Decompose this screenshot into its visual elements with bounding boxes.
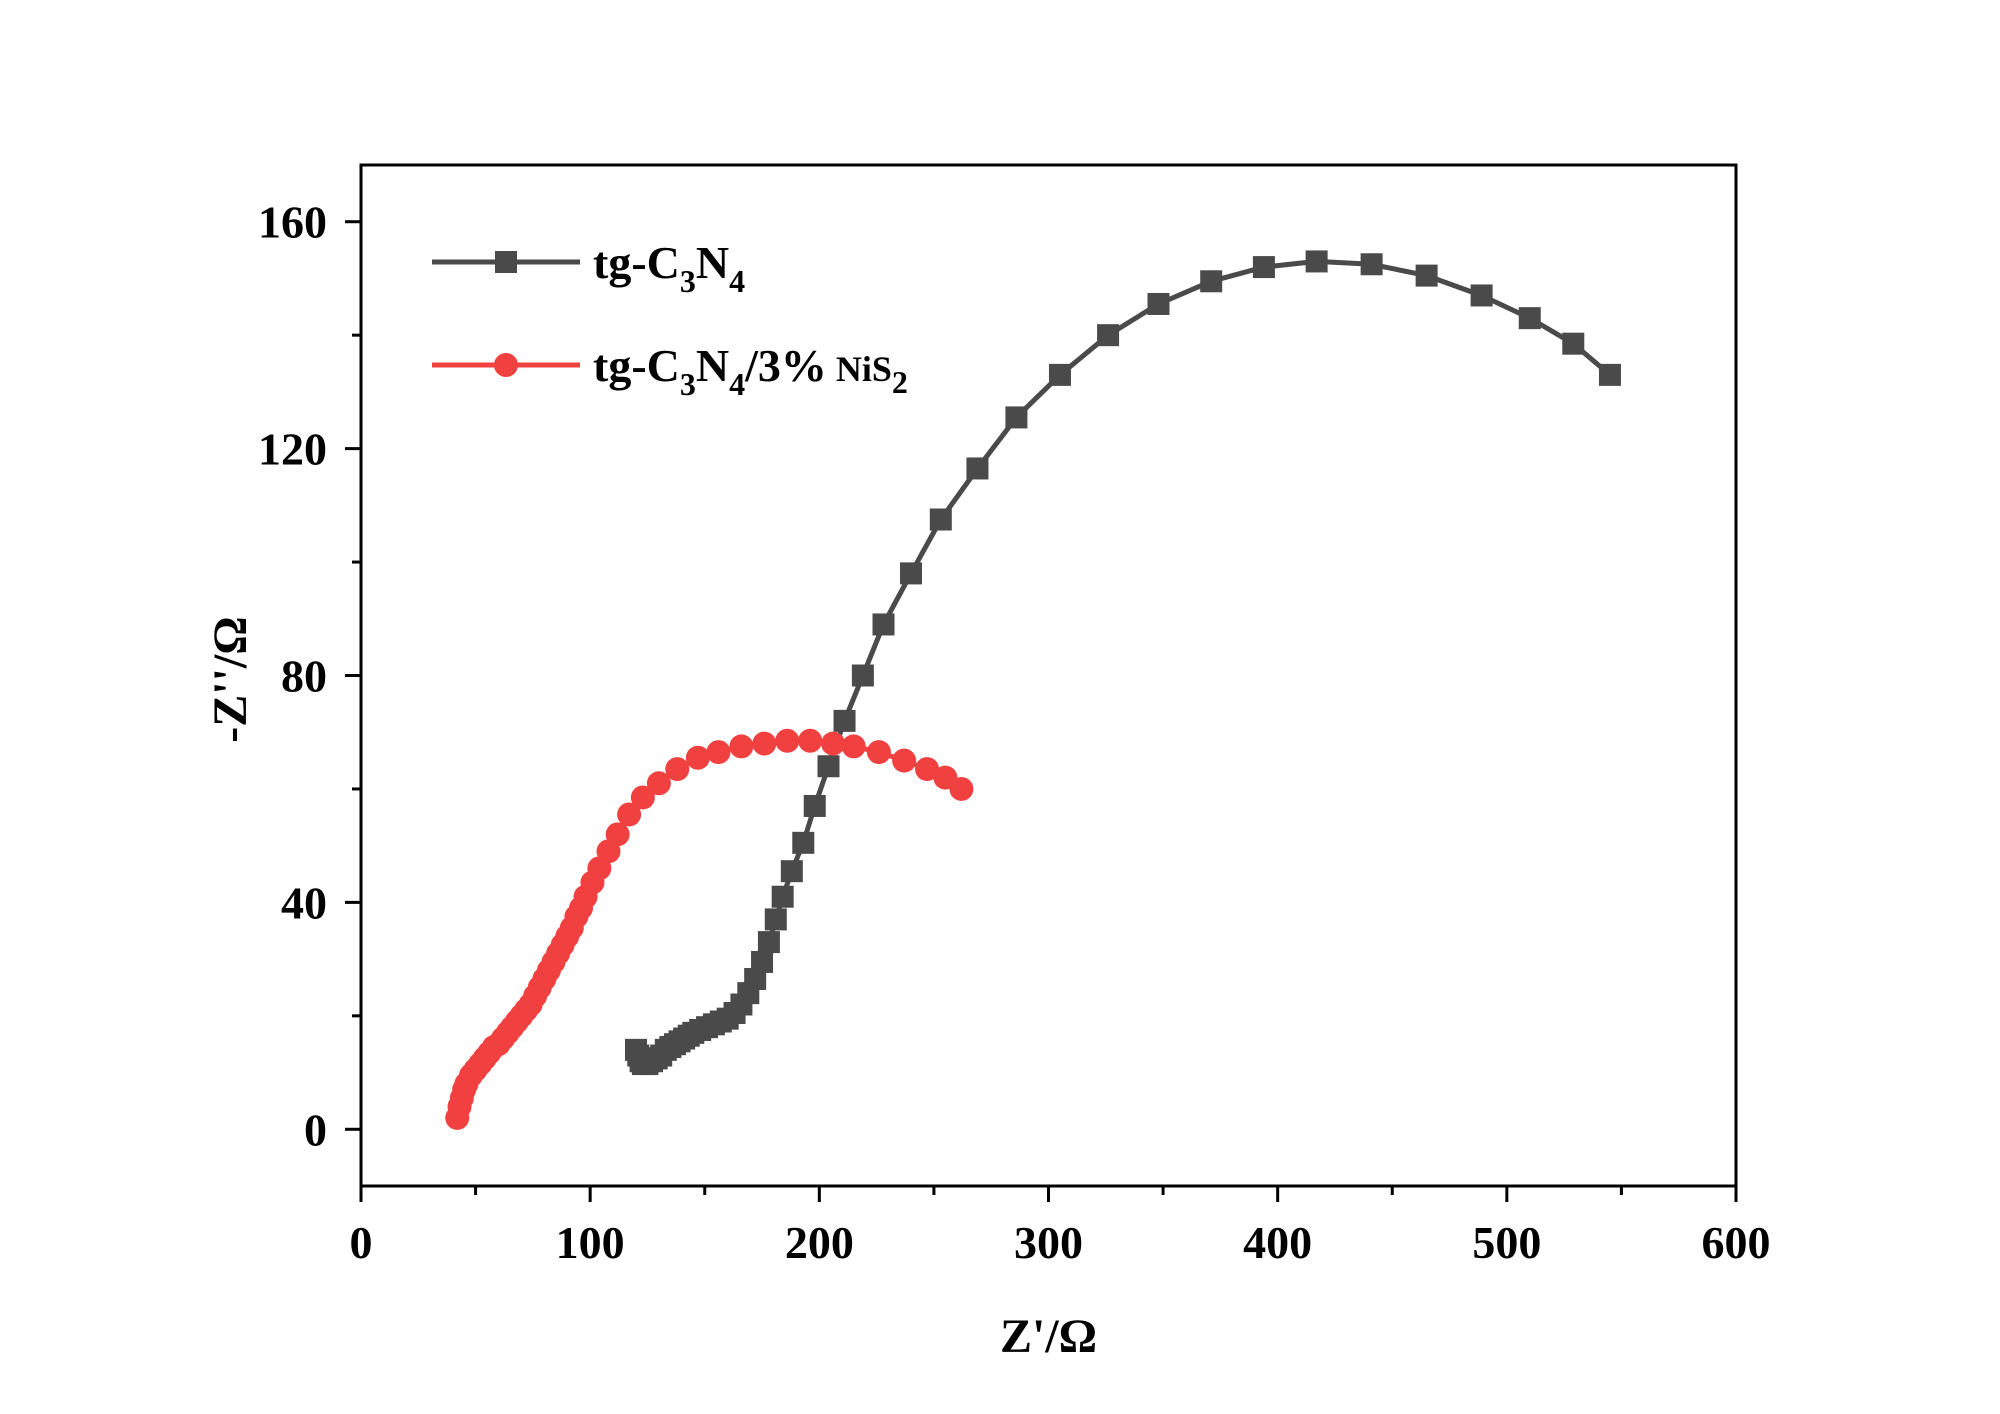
data-point bbox=[780, 860, 803, 883]
data-point bbox=[915, 757, 940, 782]
legend-label-tail-small: NiS bbox=[827, 349, 892, 389]
data-point bbox=[900, 562, 922, 585]
x-tick-label: 100 bbox=[556, 1217, 625, 1268]
data-point bbox=[1097, 324, 1120, 347]
data-point bbox=[1200, 270, 1223, 293]
data-point bbox=[757, 931, 780, 954]
legend-marker-square bbox=[495, 251, 517, 273]
series-line bbox=[454, 738, 963, 1119]
x-axis-label: Z'/Ω bbox=[1000, 1310, 1097, 1363]
y-tick-label: 120 bbox=[258, 424, 327, 475]
data-point bbox=[851, 664, 874, 687]
data-point bbox=[605, 822, 630, 847]
data-point bbox=[892, 748, 917, 773]
y-tick-label: 40 bbox=[281, 877, 327, 928]
x-tick-label: 0 bbox=[350, 1217, 373, 1268]
legend-marker-circle bbox=[494, 353, 518, 377]
y-axis-label: -Z''/Ω bbox=[204, 616, 257, 742]
data-point bbox=[646, 771, 671, 796]
data-point bbox=[949, 776, 974, 801]
series-layer bbox=[445, 250, 1621, 1130]
legend-label-sub: 3 bbox=[680, 366, 696, 402]
legend-label-sub: 3 bbox=[680, 263, 696, 299]
data-point bbox=[764, 908, 787, 931]
data-point bbox=[817, 755, 840, 778]
data-point bbox=[1360, 253, 1383, 276]
data-point bbox=[752, 731, 777, 756]
legend-label-sub: 2 bbox=[892, 364, 908, 400]
data-point bbox=[821, 731, 846, 756]
x-tick-label: 400 bbox=[1243, 1217, 1312, 1268]
plot-frame bbox=[359, 163, 1738, 1188]
data-point bbox=[1005, 406, 1028, 429]
x-axis-ticks: 0 100 200 300 400 500 600 bbox=[350, 1186, 1771, 1268]
legend-label-tg-c3n4-nis2: tg-C3N4/3% NiS2 bbox=[593, 340, 908, 402]
data-point bbox=[1305, 250, 1328, 273]
y-tick-label: 80 bbox=[281, 651, 327, 702]
legend-label-tail: /3% bbox=[744, 340, 827, 391]
data-point bbox=[833, 709, 856, 732]
data-point bbox=[1470, 284, 1493, 307]
data-point bbox=[751, 950, 774, 973]
data-point bbox=[966, 457, 989, 480]
data-point bbox=[929, 508, 952, 531]
data-point bbox=[617, 802, 642, 827]
x-tick-label: 300 bbox=[1014, 1217, 1083, 1268]
legend-label-mid: N bbox=[696, 237, 729, 288]
data-point bbox=[1562, 332, 1585, 355]
legend: tg-C3N4 tg-C3N4/3% NiS2 bbox=[432, 237, 908, 402]
legend-item-tg-c3n4-nis2: tg-C3N4/3% NiS2 bbox=[432, 340, 908, 402]
legend-label-sub: 4 bbox=[729, 263, 745, 299]
data-point bbox=[841, 734, 866, 759]
x-tick-label: 200 bbox=[785, 1217, 854, 1268]
legend-item-tg-c3n4: tg-C3N4 bbox=[432, 237, 745, 299]
data-point bbox=[771, 885, 794, 908]
series-tg-c3n4 bbox=[625, 250, 1621, 1076]
data-point bbox=[872, 613, 895, 636]
legend-label-base: tg-C bbox=[593, 237, 680, 288]
data-point bbox=[792, 831, 815, 854]
data-point bbox=[1252, 256, 1275, 279]
data-point bbox=[866, 740, 891, 765]
x-tick-label: 600 bbox=[1702, 1217, 1771, 1268]
data-point bbox=[1048, 363, 1071, 386]
data-point bbox=[775, 728, 800, 753]
data-point bbox=[630, 785, 655, 810]
legend-label-base: tg-C bbox=[593, 340, 680, 391]
legend-label-tg-c3n4: tg-C3N4 bbox=[593, 237, 745, 299]
y-axis-ticks: 0 40 80 120 160 bbox=[258, 197, 361, 1155]
data-point bbox=[1598, 363, 1621, 386]
data-point bbox=[744, 967, 767, 990]
data-point bbox=[685, 745, 710, 770]
data-point bbox=[803, 794, 826, 817]
series-tg-c3n4-nis2 bbox=[445, 728, 974, 1130]
y-tick-label: 0 bbox=[304, 1104, 327, 1155]
data-point bbox=[1518, 307, 1541, 330]
legend-label-sub: 4 bbox=[729, 366, 745, 402]
data-point bbox=[798, 728, 823, 753]
data-point bbox=[706, 740, 731, 765]
data-point bbox=[1415, 264, 1438, 287]
data-point bbox=[665, 757, 690, 782]
legend-label-mid: N bbox=[696, 340, 729, 391]
data-point bbox=[729, 734, 754, 759]
data-point bbox=[1147, 292, 1170, 315]
x-tick-label: 500 bbox=[1472, 1217, 1541, 1268]
y-tick-label: 160 bbox=[258, 197, 327, 248]
